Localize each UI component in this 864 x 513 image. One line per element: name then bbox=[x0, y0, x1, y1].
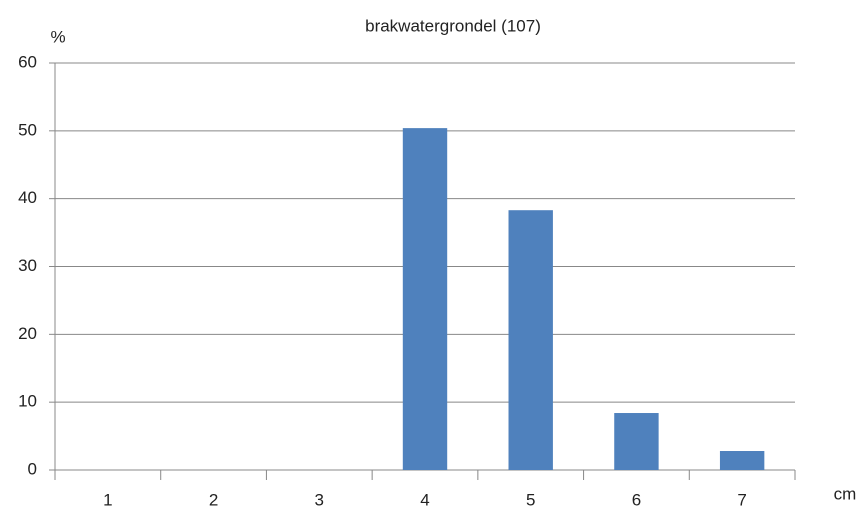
y-tick-label: 0 bbox=[28, 459, 37, 478]
x-tick-label: 6 bbox=[632, 490, 641, 509]
y-tick-label: 10 bbox=[18, 392, 37, 411]
y-axis-label: % bbox=[50, 27, 65, 46]
bar bbox=[402, 128, 448, 470]
bar bbox=[614, 413, 659, 470]
bar bbox=[719, 451, 765, 470]
x-tick-label: 5 bbox=[526, 490, 535, 509]
x-tick-label: 3 bbox=[315, 490, 324, 509]
x-tick-label: 1 bbox=[103, 490, 112, 509]
x-tick-label: 4 bbox=[420, 490, 429, 509]
y-tick-label: 50 bbox=[18, 120, 37, 139]
y-tick-label: 20 bbox=[18, 324, 37, 343]
x-tick-label: 2 bbox=[209, 490, 218, 509]
y-tick-label: 60 bbox=[18, 52, 37, 71]
chart-title: brakwatergrondel (107) bbox=[365, 16, 541, 35]
x-tick-label: 7 bbox=[737, 490, 746, 509]
y-tick-label: 30 bbox=[18, 256, 37, 275]
y-tick-label: 40 bbox=[18, 188, 37, 207]
bar bbox=[508, 210, 553, 470]
x-axis-label: cm bbox=[834, 484, 857, 503]
